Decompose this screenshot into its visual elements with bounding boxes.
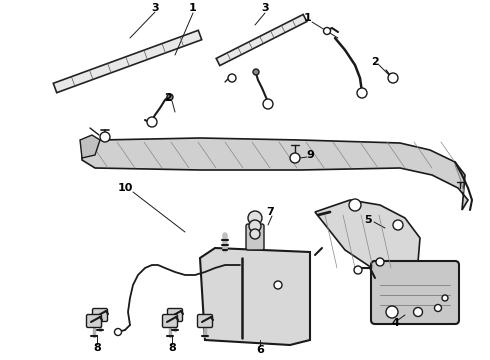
Circle shape	[357, 88, 367, 98]
Text: 8: 8	[168, 343, 176, 353]
Circle shape	[248, 211, 262, 225]
Circle shape	[435, 305, 441, 311]
Text: 9: 9	[306, 150, 314, 160]
FancyBboxPatch shape	[168, 309, 182, 321]
Text: 2: 2	[371, 57, 379, 67]
Text: 5: 5	[364, 215, 372, 225]
Text: 10: 10	[117, 183, 133, 193]
Polygon shape	[53, 30, 202, 93]
Circle shape	[100, 132, 110, 142]
Text: 3: 3	[151, 3, 159, 13]
Polygon shape	[200, 248, 310, 345]
Circle shape	[354, 266, 362, 274]
Polygon shape	[315, 200, 420, 278]
Circle shape	[376, 258, 384, 266]
Text: 8: 8	[93, 343, 101, 353]
Polygon shape	[216, 14, 307, 66]
Text: 1: 1	[304, 13, 312, 23]
Circle shape	[249, 220, 261, 232]
Circle shape	[386, 306, 398, 318]
Text: 3: 3	[261, 3, 269, 13]
Text: 2: 2	[164, 93, 172, 103]
FancyBboxPatch shape	[93, 309, 107, 321]
Circle shape	[414, 307, 422, 316]
Circle shape	[349, 199, 361, 211]
Circle shape	[115, 328, 122, 336]
Circle shape	[263, 99, 273, 109]
Polygon shape	[80, 135, 100, 158]
Circle shape	[442, 295, 448, 301]
Circle shape	[393, 220, 403, 230]
Polygon shape	[82, 138, 468, 210]
Circle shape	[323, 27, 330, 35]
Circle shape	[253, 69, 259, 75]
Circle shape	[228, 74, 236, 82]
Circle shape	[388, 73, 398, 83]
Circle shape	[250, 229, 260, 239]
FancyBboxPatch shape	[163, 315, 177, 328]
Text: 7: 7	[266, 207, 274, 217]
FancyBboxPatch shape	[87, 315, 101, 328]
Circle shape	[274, 281, 282, 289]
Text: 1: 1	[189, 3, 197, 13]
FancyBboxPatch shape	[246, 224, 264, 250]
Text: 4: 4	[391, 318, 399, 328]
FancyBboxPatch shape	[197, 315, 213, 328]
Text: 6: 6	[256, 345, 264, 355]
Circle shape	[147, 117, 157, 127]
Circle shape	[167, 94, 173, 100]
Circle shape	[290, 153, 300, 163]
FancyBboxPatch shape	[371, 261, 459, 324]
